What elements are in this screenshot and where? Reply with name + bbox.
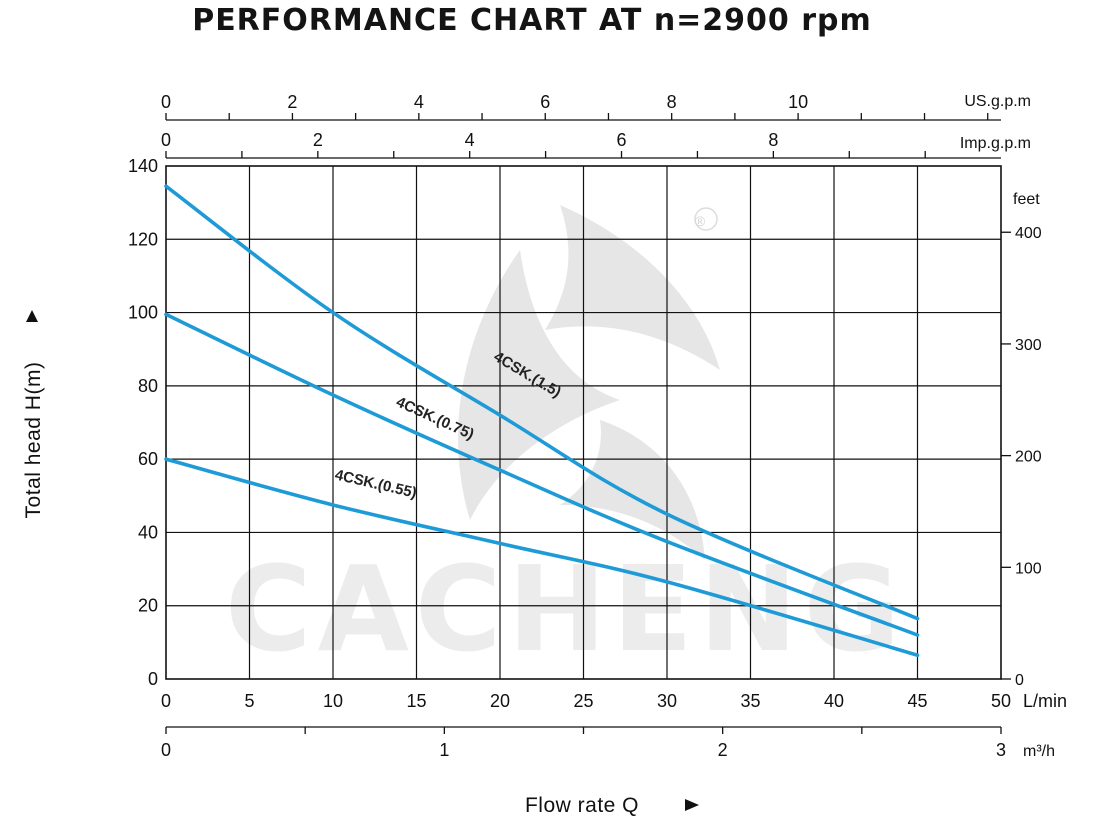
us_gpm-tick-label: 2 — [287, 92, 297, 112]
us_gpm-tick-label: 4 — [414, 92, 424, 112]
x-tick-label: 25 — [573, 691, 593, 711]
series-label: 4CSK.(0.55) — [333, 466, 418, 501]
feet-tick-label: 100 — [1015, 560, 1042, 577]
us_gpm-tick-label: 8 — [667, 92, 677, 112]
watermark-text: CACHENG — [225, 540, 907, 678]
y-tick-label: 80 — [138, 376, 158, 396]
y-tick-label: 20 — [138, 596, 158, 616]
registered-circle — [694, 207, 718, 231]
y-axis-label: Total head H(m) — [22, 362, 45, 519]
x-tick-label: 20 — [490, 691, 510, 711]
y-tick-label: 120 — [128, 229, 158, 249]
imp_gpm-tick-label: 8 — [768, 130, 778, 150]
m3h-tick-label: 0 — [161, 740, 171, 760]
x-tick-label: 5 — [244, 691, 254, 711]
registered-mark: ® — [695, 213, 706, 229]
feet-tick-label: 400 — [1015, 225, 1042, 242]
x-tick-label: 10 — [323, 691, 343, 711]
feet-axis-label: feet — [1013, 191, 1040, 208]
y-tick-label: 0 — [148, 669, 158, 689]
x-axis-label: Flow rate Q — [525, 794, 639, 817]
feet-tick-label: 0 — [1015, 672, 1024, 689]
imp_gpm-tick-label: 2 — [313, 130, 323, 150]
x-tick-label: 35 — [740, 691, 760, 711]
us_gpm-tick-label: 10 — [788, 92, 808, 112]
y-tick-label: 60 — [138, 449, 158, 469]
y-tick-label: 140 — [128, 156, 158, 176]
x-tick-label: 50 — [991, 691, 1011, 711]
series-line — [164, 457, 920, 657]
x-tick-label: 15 — [406, 691, 426, 711]
y-tick-label: 100 — [128, 303, 158, 323]
chart-title: PERFORMANCE CHART AT n=2900 rpm — [192, 3, 872, 38]
m3h-tick-label: 2 — [718, 740, 728, 760]
x-tick-label: 0 — [161, 691, 171, 711]
x-tick-label: 40 — [824, 691, 844, 711]
feet-tick-label: 300 — [1015, 337, 1042, 354]
m3h-tick-label: 3 — [996, 740, 1006, 760]
imp_gpm-tick-label: 0 — [161, 130, 171, 150]
x-tick-label: 30 — [657, 691, 677, 711]
plot-frame — [165, 165, 1002, 680]
y-axis-arrow-icon — [26, 310, 38, 322]
us_gpm-tick-label: 0 — [161, 92, 171, 112]
series-line — [164, 312, 920, 637]
y-tick-label: 40 — [138, 522, 158, 542]
watermark-logo: CACHENG ® — [225, 205, 907, 678]
imp_gpm-tick-label: 4 — [465, 130, 475, 150]
series-line — [164, 184, 920, 621]
m3h-tick-label: 1 — [439, 740, 449, 760]
m3h-unit-label: m³/h — [1023, 743, 1055, 760]
imp_gpm-tick-label: 6 — [617, 130, 627, 150]
imp-gpm-unit-label: Imp.g.p.m — [960, 135, 1031, 152]
x-unit-label: L/min — [1023, 691, 1067, 711]
x-tick-label: 45 — [907, 691, 927, 711]
feet-tick-label: 200 — [1015, 449, 1042, 466]
us_gpm-tick-label: 6 — [540, 92, 550, 112]
us-gpm-unit-label: US.g.p.m — [964, 93, 1031, 110]
x-axis-arrow-icon — [685, 799, 699, 811]
